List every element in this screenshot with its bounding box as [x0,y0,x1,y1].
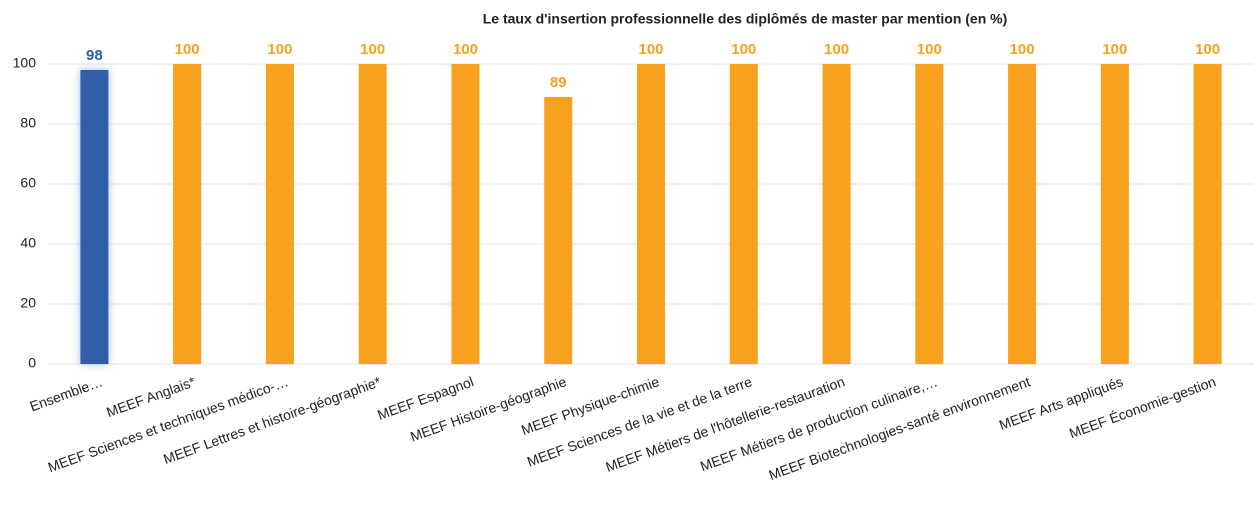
value-label: 100 [824,41,849,58]
bar [915,64,944,364]
x-tick-label: Ensemble… [28,373,105,414]
value-label: 89 [550,74,567,91]
bar [80,70,109,364]
bar [729,64,758,364]
chart-title: Le taux d'insertion professionnelle des … [483,11,1008,27]
bar [358,64,387,364]
y-tick-label: 20 [20,295,36,311]
value-label: 100 [360,41,385,58]
y-tick-label: 60 [20,175,36,191]
value-label: 100 [917,41,942,58]
bar [173,64,202,364]
bar [1100,64,1129,364]
value-label: 100 [175,41,200,58]
bar [265,64,294,364]
y-tick-label: 0 [28,355,36,371]
bar [637,64,665,364]
bar [451,64,480,364]
bar [1193,64,1222,364]
value-label: 100 [453,41,478,58]
y-tick-label: 40 [20,235,36,251]
bar [544,97,573,364]
bar [1008,64,1037,364]
y-tick-label: 100 [13,55,37,71]
value-label: 100 [1010,41,1035,58]
value-label: 100 [267,41,292,58]
value-label: 98 [86,47,103,64]
value-label: 100 [731,41,756,58]
bar [822,64,851,364]
value-label: 100 [1102,41,1127,58]
y-tick-label: 80 [20,115,36,131]
value-label: 100 [1195,41,1220,58]
x-tick-label: MEEF Histoire-géographie [408,373,569,445]
value-label: 100 [638,41,663,58]
